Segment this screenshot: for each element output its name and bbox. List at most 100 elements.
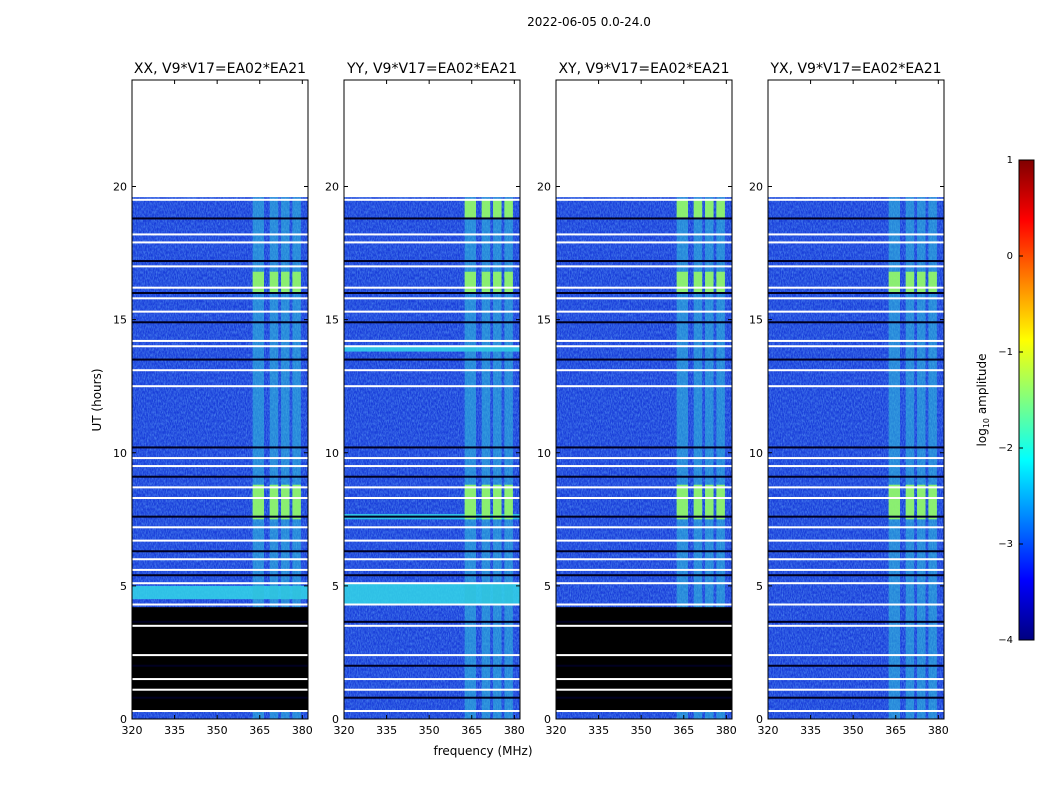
rfi-bright-patch	[252, 271, 264, 293]
flagged-row	[132, 664, 308, 667]
flagged-row	[768, 710, 944, 713]
rfi-bright-patch	[493, 271, 502, 293]
flagged-row	[768, 369, 944, 372]
flagged-row	[132, 446, 308, 449]
x-tick-label: 335	[588, 724, 609, 737]
flagged-row	[556, 457, 732, 460]
flagged-row	[132, 369, 308, 372]
flagged-row	[768, 297, 944, 300]
axes-frame	[131, 79, 309, 720]
flagged-row	[556, 558, 732, 561]
flagged-row	[132, 539, 308, 542]
flagged-row	[344, 457, 520, 460]
flagged-row	[768, 265, 944, 268]
x-tick-label: 350	[843, 724, 864, 737]
flagged-row	[132, 710, 308, 713]
flagged-row	[344, 526, 520, 529]
rfi-bright-patch	[281, 484, 290, 520]
rfi-bright-patch	[705, 199, 714, 219]
flagged-row	[556, 550, 732, 553]
rfi-bright-patch	[481, 484, 491, 520]
panel-title: XY, V9*V17=EA02*EA21	[558, 61, 729, 77]
rfi-bright-patch	[493, 484, 502, 520]
flagged-row	[556, 260, 732, 263]
flagged-row	[768, 475, 944, 478]
flagged-row	[344, 339, 520, 342]
flagged-row	[768, 688, 944, 691]
flagged-row	[132, 574, 308, 577]
y-tick-label: 15	[537, 314, 551, 327]
x-tick-label: 335	[800, 724, 821, 737]
colorbar-tick-label: −3	[998, 539, 1013, 550]
y-tick-label: 10	[537, 447, 551, 460]
flagged-row	[556, 265, 732, 268]
y-tick-label: 5	[120, 580, 127, 593]
flagged-row	[344, 233, 520, 236]
flagged-row	[344, 497, 520, 500]
blank-range	[132, 607, 308, 712]
colorbar: 1 0 −1 −2 −3 −4 log10 amplitude	[975, 155, 1035, 646]
flagged-row	[768, 345, 944, 348]
y-tick-label: 0	[544, 713, 551, 726]
flagged-row	[344, 465, 520, 468]
panel-title: XX, V9*V17=EA02*EA21	[134, 61, 306, 77]
y-tick-label: 0	[120, 713, 127, 726]
flagged-row	[132, 233, 308, 236]
x-tick-label: 335	[376, 724, 397, 737]
rfi-bright-patch	[905, 271, 915, 293]
rfi-bright-patch	[676, 271, 688, 293]
figure-title: 2022-06-05 0.0-24.0	[527, 15, 651, 29]
flagged-row	[556, 515, 732, 518]
flagged-row	[556, 624, 732, 627]
flagged-row	[344, 321, 520, 324]
flagged-row	[344, 217, 520, 220]
flagged-row	[344, 198, 520, 201]
x-tick-label: 320	[758, 724, 779, 737]
flagged-row	[344, 688, 520, 691]
flagged-row	[768, 321, 944, 324]
rfi-bright-patch	[705, 484, 714, 520]
colorbar-tick-label: 0	[1007, 251, 1013, 262]
y-tick-label: 0	[332, 713, 339, 726]
flagged-row	[556, 217, 732, 220]
x-tick-label: 350	[631, 724, 652, 737]
flagged-row	[556, 654, 732, 657]
flagged-row	[344, 678, 520, 681]
rfi-bright-patch	[269, 271, 279, 293]
flagged-row	[556, 339, 732, 342]
rfi-bright-patch	[716, 271, 725, 293]
rfi-bright-patch	[716, 199, 725, 219]
flagged-row	[556, 358, 732, 361]
rfi-bright-patch	[928, 271, 937, 293]
x-tick-label: 380	[716, 724, 737, 737]
flagged-row	[768, 233, 944, 236]
flagged-row	[768, 497, 944, 500]
y-tick-label: 20	[113, 181, 127, 194]
x-tick-label: 365	[461, 724, 482, 737]
flagged-row	[344, 446, 520, 449]
colorbar-tick-label: −1	[998, 347, 1013, 358]
rfi-bright-patch	[504, 199, 513, 219]
rfi-bright-patch	[292, 484, 301, 520]
y-tick-label: 5	[756, 580, 763, 593]
flagged-row	[556, 465, 732, 468]
flagged-row	[132, 515, 308, 518]
flagged-row	[768, 339, 944, 342]
rfi-bright-patch	[504, 484, 513, 520]
flagged-row	[132, 358, 308, 361]
flagged-row	[344, 385, 520, 388]
rfi-bright-patch	[917, 484, 926, 520]
x-tick-label: 380	[928, 724, 949, 737]
rfi-bright-patch	[716, 484, 725, 520]
flagged-row	[132, 550, 308, 553]
flagged-row	[768, 526, 944, 529]
flagged-row	[768, 486, 944, 489]
flagged-row	[556, 345, 732, 348]
flagged-row	[768, 292, 944, 294]
rfi-bright-patch	[693, 484, 703, 520]
flagged-row	[132, 457, 308, 460]
rfi-bright-patch	[705, 271, 714, 293]
x-tick-label: 320	[546, 724, 567, 737]
flagged-row	[768, 515, 944, 518]
flagged-row	[132, 558, 308, 561]
